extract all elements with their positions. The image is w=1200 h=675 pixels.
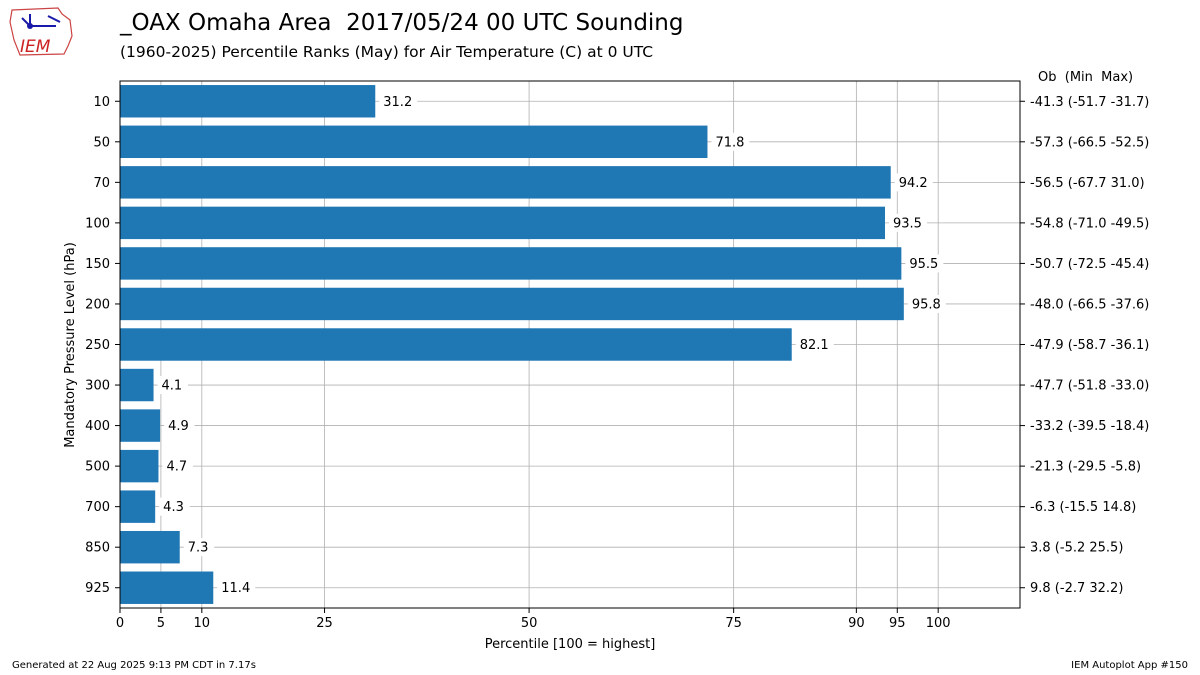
y-tick-label: 200 bbox=[85, 297, 110, 312]
bar bbox=[120, 409, 161, 442]
right-axis-label: 9.8 (-2.7 32.2) bbox=[1030, 581, 1123, 596]
y-tick-label: 100 bbox=[85, 216, 110, 231]
right-axis-label: -54.8 (-71.0 -49.5) bbox=[1030, 216, 1149, 231]
bar bbox=[120, 85, 376, 118]
iowa-state-logo-icon: IEM bbox=[9, 7, 73, 57]
bar-value-label-bg bbox=[894, 173, 933, 192]
bar-value-label: 4.7 bbox=[166, 460, 187, 475]
y-axis-label: Mandatory Pressure Level (hPa) bbox=[63, 242, 78, 448]
x-tick-label: 75 bbox=[725, 616, 742, 631]
bar-value-label-bg bbox=[162, 457, 193, 476]
bar-value-label-bg bbox=[711, 132, 750, 151]
bar bbox=[120, 206, 885, 240]
right-axis-header: Ob (Min Max) bbox=[1038, 70, 1133, 85]
y-tick-label: 925 bbox=[85, 581, 110, 596]
y-tick-label: 10 bbox=[93, 95, 110, 110]
x-tick-label: 25 bbox=[316, 616, 333, 631]
bar-value-label-bg bbox=[905, 254, 944, 273]
x-tick-label: 100 bbox=[926, 616, 951, 631]
x-tick-label: 90 bbox=[848, 616, 865, 631]
bar-value-label: 95.8 bbox=[912, 297, 941, 312]
bar bbox=[120, 571, 214, 604]
chart-subtitle: (1960-2025) Percentile Ranks (May) for A… bbox=[120, 43, 654, 61]
bar bbox=[120, 166, 891, 199]
bar-value-label: 94.2 bbox=[899, 176, 928, 191]
y-tick-label: 50 bbox=[93, 135, 110, 150]
y-tick-label: 850 bbox=[85, 541, 110, 556]
bar-value-label: 95.5 bbox=[909, 257, 938, 272]
bar-value-label: 71.8 bbox=[715, 135, 744, 150]
y-tick-label: 70 bbox=[93, 176, 110, 191]
bar bbox=[120, 368, 154, 402]
bar-value-label: 4.3 bbox=[163, 500, 184, 515]
bar bbox=[120, 530, 180, 564]
bar-value-label-bg bbox=[183, 538, 215, 557]
app-note: IEM Autoplot App #150 bbox=[1071, 660, 1188, 671]
bar bbox=[120, 125, 708, 159]
bar-value-label: 4.1 bbox=[162, 379, 183, 394]
chart-title: _OAX Omaha Area 2017/05/24 00 UTC Soundi… bbox=[120, 10, 684, 36]
bar bbox=[120, 490, 156, 523]
right-axis-label: 3.8 (-5.2 25.5) bbox=[1030, 541, 1123, 556]
x-axis: 0 5 10 25 50 75 90 95 100 bbox=[116, 608, 951, 631]
bar-value-label-bg bbox=[159, 497, 190, 516]
bar-value-label: 7.3 bbox=[188, 541, 209, 556]
bar-value-label: 11.4 bbox=[221, 581, 250, 596]
y-tick-label: 300 bbox=[85, 379, 110, 394]
x-tick-label: 50 bbox=[521, 616, 538, 631]
x-tick-label: 10 bbox=[194, 616, 211, 631]
y-tick-label: 250 bbox=[85, 338, 110, 353]
right-axis-label: -6.3 (-15.5 14.8) bbox=[1030, 500, 1136, 515]
right-axis-label: -47.9 (-58.7 -36.1) bbox=[1030, 338, 1149, 353]
y-tick-label: 500 bbox=[85, 460, 110, 475]
right-axis-label: -48.0 (-66.5 -37.6) bbox=[1030, 297, 1149, 312]
bar bbox=[120, 287, 904, 321]
bar-value-label: 4.9 bbox=[168, 419, 189, 434]
generated-note: Generated at 22 Aug 2025 9:13 PM CDT in … bbox=[12, 660, 256, 671]
y-axis: 10 50 70 100 150 200 250 300 400 500 700 850 925 bbox=[85, 95, 120, 596]
x-tick-label: 5 bbox=[157, 616, 165, 631]
y-tick-label: 700 bbox=[85, 500, 110, 515]
logo-text: IEM bbox=[20, 37, 51, 57]
y-tick-label: 150 bbox=[85, 257, 110, 272]
bar-value-label: 31.2 bbox=[383, 95, 412, 110]
bar-value-label-bg bbox=[889, 213, 927, 232]
right-axis: -41.3 (-51.7 -31.7) -57.3 (-66.5 -52.5) -5… bbox=[1020, 95, 1149, 596]
bar-value-label-bg bbox=[157, 376, 189, 395]
bar bbox=[120, 247, 902, 280]
bars: 31.2 71.8 94.2 93.5 95.5 95.8 82.1 4.1 4.9 4.7 4.3… bbox=[120, 85, 946, 604]
right-axis-label: -56.5 (-67.7 31.0) bbox=[1030, 176, 1145, 191]
right-axis-label: -33.2 (-39.5 -18.4) bbox=[1030, 419, 1149, 434]
bar-value-label-bg bbox=[907, 294, 946, 313]
bar-value-label-bg bbox=[217, 578, 256, 597]
y-tick-label: 400 bbox=[85, 419, 110, 434]
right-axis-label: -57.3 (-66.5 -52.5) bbox=[1030, 135, 1149, 150]
bar bbox=[120, 449, 159, 483]
bar-value-label-bg bbox=[164, 416, 195, 435]
bar-value-label-bg bbox=[795, 335, 834, 354]
bar bbox=[120, 328, 792, 361]
x-axis-label: Percentile [100 = highest] bbox=[485, 637, 656, 652]
bar-value-label: 93.5 bbox=[893, 216, 922, 231]
right-axis-label: -21.3 (-29.5 -5.8) bbox=[1030, 460, 1141, 475]
x-tick-label: 95 bbox=[889, 616, 906, 631]
right-axis-label: -41.3 (-51.7 -31.7) bbox=[1030, 95, 1149, 110]
bar-value-label-bg bbox=[379, 92, 418, 111]
x-tick-label: 0 bbox=[116, 616, 124, 631]
right-axis-label: -50.7 (-72.5 -45.4) bbox=[1030, 257, 1149, 272]
bar-value-label: 82.1 bbox=[800, 338, 829, 353]
right-axis-label: -47.7 (-51.8 -33.0) bbox=[1030, 379, 1149, 394]
